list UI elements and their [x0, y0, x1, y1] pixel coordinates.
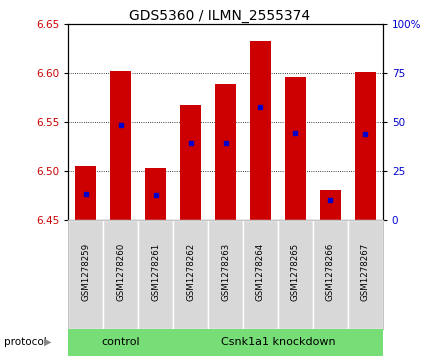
Text: GSM1278263: GSM1278263: [221, 243, 230, 301]
Bar: [110, 71, 131, 220]
Bar: [313, 220, 348, 329]
Bar: [68, 220, 103, 329]
Bar: [173, 220, 208, 329]
Text: GSM1278261: GSM1278261: [151, 243, 160, 301]
Bar: [355, 72, 376, 220]
Bar: [145, 168, 166, 220]
Bar: [208, 220, 243, 329]
Text: GSM1278260: GSM1278260: [116, 243, 125, 301]
Text: control: control: [101, 337, 140, 347]
Legend: transformed count, percentile rank within the sample: transformed count, percentile rank withi…: [55, 362, 239, 363]
Bar: [180, 105, 201, 220]
Text: GSM1278266: GSM1278266: [326, 243, 335, 301]
Bar: [278, 220, 313, 329]
Bar: [243, 220, 278, 329]
Bar: [173, 329, 383, 356]
Bar: [320, 190, 341, 220]
Text: Csnk1a1 knockdown: Csnk1a1 knockdown: [220, 337, 335, 347]
Text: GSM1278265: GSM1278265: [291, 243, 300, 301]
Bar: [285, 77, 306, 220]
Bar: [75, 166, 96, 220]
Bar: [348, 220, 383, 329]
Text: ▶: ▶: [44, 337, 51, 347]
Bar: [138, 220, 173, 329]
Bar: [250, 41, 271, 220]
Bar: [68, 329, 173, 356]
Text: GSM1278264: GSM1278264: [256, 243, 265, 301]
Text: protocol: protocol: [4, 337, 47, 347]
Bar: [103, 220, 138, 329]
Text: GSM1278259: GSM1278259: [81, 243, 90, 301]
Text: GSM1278267: GSM1278267: [361, 243, 370, 301]
Text: GSM1278262: GSM1278262: [186, 243, 195, 301]
Bar: [215, 84, 236, 220]
Text: GDS5360 / ILMN_2555374: GDS5360 / ILMN_2555374: [129, 9, 311, 23]
